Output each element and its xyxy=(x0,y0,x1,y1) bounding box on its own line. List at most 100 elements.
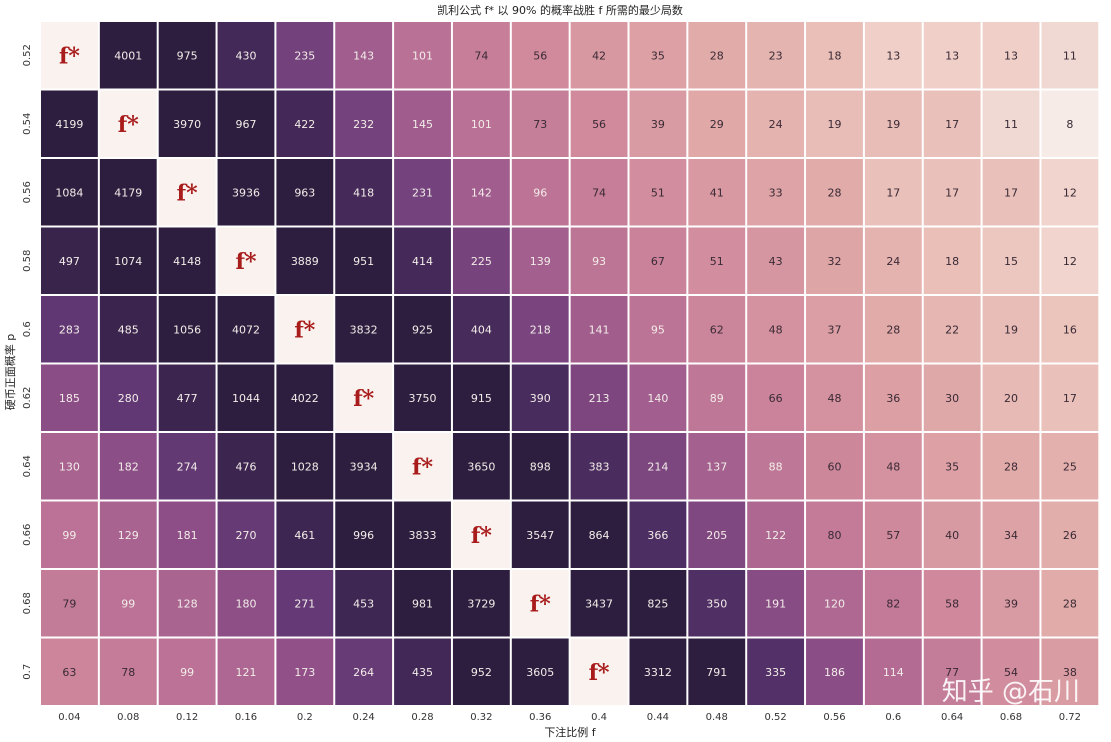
heatmap-cell xyxy=(806,433,863,500)
cell-value-label: 39 xyxy=(1004,597,1018,610)
heatmap-cell xyxy=(747,364,805,431)
cell-value-label: 129 xyxy=(118,529,139,542)
heatmap-cell xyxy=(688,364,746,431)
heatmap-cell xyxy=(276,364,334,431)
cell-value-label: 205 xyxy=(706,529,727,542)
heatmap-cell xyxy=(394,296,451,363)
cell-value-label: 88 xyxy=(769,460,783,473)
heatmap-cell xyxy=(570,296,628,363)
x-axis-label: 下注比例 f xyxy=(544,725,596,739)
y-tick-label: 0.7 xyxy=(22,664,33,680)
cell-value-label: 36 xyxy=(886,392,900,405)
cell-value-label: 4001 xyxy=(114,49,142,62)
heatmap-cell xyxy=(629,638,687,705)
cell-value-label: 28 xyxy=(710,49,724,62)
cell-value-label: 93 xyxy=(592,255,606,268)
heatmap-cell xyxy=(452,90,510,157)
cell-value-label: 13 xyxy=(1004,49,1018,62)
y-tick-label: 0.54 xyxy=(22,113,33,135)
cell-value-label: 414 xyxy=(412,255,433,268)
heatmap-cell xyxy=(806,501,863,568)
cell-value-label: 38 xyxy=(1063,666,1077,679)
heatmap-cell xyxy=(217,638,275,705)
cell-value-label: 404 xyxy=(471,323,492,336)
cell-value-label: 1044 xyxy=(232,392,260,405)
y-tick-label: 0.68 xyxy=(22,592,33,614)
cell-value-label: 4022 xyxy=(291,392,319,405)
cell-value-label: 101 xyxy=(412,49,433,62)
cell-value-label: 485 xyxy=(118,323,139,336)
heatmap-cell xyxy=(688,501,746,568)
heatmap-cell xyxy=(864,296,922,363)
cell-value-label: 121 xyxy=(235,666,256,679)
cell-value-label: 80 xyxy=(827,529,841,542)
heatmap-cell xyxy=(335,638,393,705)
heatmap-cell xyxy=(335,570,393,637)
y-tick-label: 0.52 xyxy=(22,44,33,66)
heatmap-cell xyxy=(982,364,1040,431)
x-tick-label: 0.08 xyxy=(117,712,139,723)
heatmap-cell xyxy=(747,638,805,705)
heatmap-cell xyxy=(452,433,510,500)
cell-value-label: 19 xyxy=(827,118,841,131)
x-tick-labels: 0.04 0.08 0.12 0.16 0.2 0.24 0.28 0.32 0.36 0.4 0.… xyxy=(58,712,1081,723)
cell-value-label: 1074 xyxy=(114,255,142,268)
heatmap-cell xyxy=(1041,570,1099,637)
heatmap-cell xyxy=(276,227,334,294)
optimal-marker-label: f* xyxy=(235,249,256,275)
cell-value-label: 145 xyxy=(412,118,433,131)
heatmap-cell xyxy=(511,501,569,568)
heatmap-cell xyxy=(158,296,216,363)
heatmap-cell xyxy=(864,501,922,568)
heatmap-cell xyxy=(158,90,216,157)
cell-value-label: 15 xyxy=(1004,255,1018,268)
heatmap-cell xyxy=(864,90,922,157)
heatmap-cell xyxy=(806,90,863,157)
cell-value-label: 218 xyxy=(530,323,551,336)
heatmap-cell xyxy=(452,227,510,294)
cell-value-label: 24 xyxy=(886,255,900,268)
optimal-marker-label: f* xyxy=(59,43,80,69)
cell-value-label: 57 xyxy=(886,529,900,542)
chart-title: 凯利公式 f* 以 90% 的概率战胜 f 所需的最少局数 xyxy=(437,3,683,17)
heatmap-cell xyxy=(1041,433,1099,500)
heatmap-cell xyxy=(276,22,334,89)
heatmap-cell xyxy=(982,22,1040,89)
x-tick-label: 0.28 xyxy=(411,712,433,723)
heatmap-cell xyxy=(629,364,687,431)
heatmap-cell xyxy=(511,638,569,705)
cell-value-label: 24 xyxy=(769,118,783,131)
heatmap-cell xyxy=(923,570,981,637)
optimal-marker-label: f* xyxy=(177,180,198,206)
heatmap-cell xyxy=(41,501,98,568)
cell-value-label: 3547 xyxy=(526,529,554,542)
heatmap-cell xyxy=(394,227,451,294)
cell-value-label: 16 xyxy=(1063,323,1077,336)
heatmap-cell xyxy=(747,90,805,157)
heatmap-cell xyxy=(41,22,98,89)
heatmap-cell xyxy=(1041,296,1099,363)
x-tick-label: 0.64 xyxy=(941,712,963,723)
heatmap-cell xyxy=(158,501,216,568)
cell-value-label: 791 xyxy=(706,666,727,679)
cell-value-label: 8 xyxy=(1066,118,1073,131)
cell-value-label: 17 xyxy=(1063,392,1077,405)
y-tick-label: 0.64 xyxy=(22,455,33,477)
cell-value-label: 78 xyxy=(121,666,135,679)
heatmap-cell xyxy=(982,501,1040,568)
x-tick-label: 0.2 xyxy=(297,712,313,723)
cell-value-label: 453 xyxy=(353,597,374,610)
heatmap-cell xyxy=(394,90,451,157)
heatmap-cell xyxy=(747,159,805,226)
heatmap-cell xyxy=(99,638,157,705)
x-tick-label: 0.68 xyxy=(1000,712,1022,723)
cell-value-label: 967 xyxy=(235,118,256,131)
cell-value-label: 264 xyxy=(353,666,374,679)
cell-value-label: 62 xyxy=(710,323,724,336)
cell-value-label: 19 xyxy=(1004,323,1018,336)
heatmap-cell xyxy=(629,159,687,226)
x-tick-label: 0.12 xyxy=(176,712,198,723)
y-tick-label: 0.66 xyxy=(22,524,33,546)
cell-value-label: 23 xyxy=(769,49,783,62)
heatmap-cell xyxy=(570,22,628,89)
